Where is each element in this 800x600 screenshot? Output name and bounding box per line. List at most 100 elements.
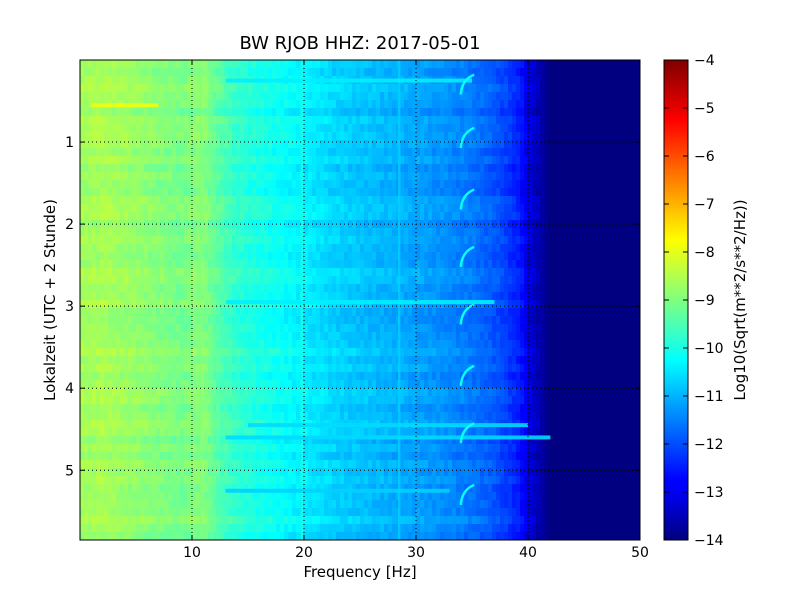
spectrogram-cell bbox=[156, 220, 161, 229]
spectrogram-cell bbox=[200, 148, 205, 157]
spectrogram-cell bbox=[380, 324, 385, 333]
spectrogram-cell bbox=[296, 124, 301, 133]
spectrogram-cell bbox=[524, 284, 529, 293]
spectrogram-cell bbox=[228, 92, 233, 101]
spectrogram-cell bbox=[620, 100, 625, 109]
spectrogram-cell bbox=[184, 220, 189, 229]
spectrogram-cell bbox=[588, 332, 593, 341]
spectrogram-cell bbox=[144, 68, 149, 77]
spectrogram-cell bbox=[228, 84, 233, 93]
spectrogram-cell bbox=[384, 332, 389, 341]
spectrogram-cell bbox=[356, 116, 361, 125]
spectrogram-cell bbox=[400, 212, 405, 221]
spectrogram-cell bbox=[156, 300, 161, 309]
spectrogram-cell bbox=[428, 68, 433, 77]
spectrogram-cell bbox=[532, 212, 537, 221]
spectrogram-cell bbox=[212, 212, 217, 221]
spectrogram-cell bbox=[604, 156, 609, 165]
spectrogram-cell bbox=[472, 276, 477, 285]
spectrogram-cell bbox=[504, 124, 509, 133]
spectrogram-cell bbox=[508, 108, 513, 117]
spectrogram-cell bbox=[232, 124, 237, 133]
spectrogram-cell bbox=[444, 172, 449, 181]
spectrogram-cell bbox=[632, 84, 637, 93]
spectrogram-cell bbox=[472, 204, 477, 213]
spectrogram-cell bbox=[568, 324, 573, 333]
spectrogram-cell bbox=[516, 92, 521, 101]
spectrogram-cell bbox=[416, 268, 421, 277]
spectrogram-cell bbox=[196, 124, 201, 133]
spectrogram-cell bbox=[100, 148, 105, 157]
spectrogram-cell bbox=[580, 188, 585, 197]
spectrogram-cell bbox=[444, 236, 449, 245]
spectrogram-cell bbox=[244, 236, 249, 245]
spectrogram-cell bbox=[460, 284, 465, 293]
spectrogram-cell bbox=[404, 324, 409, 333]
spectrogram-cell bbox=[488, 244, 493, 253]
spectrogram-cell bbox=[180, 324, 185, 333]
spectrogram-cell bbox=[328, 268, 333, 277]
spectrogram-cell bbox=[96, 340, 101, 349]
spectrogram-cell bbox=[176, 340, 181, 349]
spectrogram-cell bbox=[144, 196, 149, 205]
spectrogram-cell bbox=[564, 332, 569, 341]
spectrogram-cell bbox=[480, 148, 485, 157]
spectrogram-cell bbox=[128, 228, 133, 237]
spectrogram-cell bbox=[552, 188, 557, 197]
spectrogram-cell bbox=[584, 60, 589, 69]
spectrogram-cell bbox=[464, 68, 469, 77]
spectrogram-cell bbox=[176, 68, 181, 77]
spectrogram-cell bbox=[184, 108, 189, 117]
spectrogram-cell bbox=[176, 276, 181, 285]
spectrogram-cell bbox=[600, 108, 605, 117]
spectrogram-cell bbox=[100, 252, 105, 261]
spectrogram-cell bbox=[400, 132, 405, 141]
spectrogram-cell bbox=[284, 124, 289, 133]
spectrogram-cell bbox=[556, 300, 561, 309]
spectrogram-cell bbox=[96, 308, 101, 317]
spectrogram-cell bbox=[288, 340, 293, 349]
spectrogram-cell bbox=[268, 220, 273, 229]
spectrogram-cell bbox=[348, 132, 353, 141]
spectrogram-cell bbox=[620, 188, 625, 197]
spectrogram-cell bbox=[488, 76, 493, 85]
spectrogram-cell bbox=[612, 180, 617, 189]
spectrogram-cell bbox=[608, 244, 613, 253]
spectrogram-cell bbox=[200, 292, 205, 301]
spectrogram-cell bbox=[592, 100, 597, 109]
spectrogram-cell bbox=[588, 220, 593, 229]
spectrogram-cell bbox=[244, 140, 249, 149]
spectrogram-cell bbox=[152, 244, 157, 253]
spectrogram-cell bbox=[356, 236, 361, 245]
spectrogram-cell bbox=[352, 188, 357, 197]
spectrogram-cell bbox=[476, 180, 481, 189]
spectrogram-cell bbox=[572, 196, 577, 205]
spectrogram-cell bbox=[208, 252, 213, 261]
spectrogram-cell bbox=[604, 100, 609, 109]
spectrogram-cell bbox=[132, 300, 137, 309]
spectrogram-cell bbox=[104, 116, 109, 125]
spectrogram-cell bbox=[420, 60, 425, 69]
spectrogram-cell bbox=[264, 332, 269, 341]
spectrogram-cell bbox=[276, 124, 281, 133]
spectrogram-cell bbox=[140, 60, 145, 69]
spectrogram-cell bbox=[476, 92, 481, 101]
spectrogram-cell bbox=[436, 220, 441, 229]
spectrogram-cell bbox=[444, 204, 449, 213]
spectrogram-cell bbox=[80, 116, 85, 125]
spectrogram-cell bbox=[220, 268, 225, 277]
spectrogram-cell bbox=[492, 100, 497, 109]
spectrogram-cell bbox=[308, 228, 313, 237]
spectrogram-cell bbox=[84, 156, 89, 165]
spectrogram-cell bbox=[592, 220, 597, 229]
spectrogram-cell bbox=[348, 60, 353, 69]
spectrogram-cell bbox=[448, 244, 453, 253]
spectrogram-cell bbox=[456, 84, 461, 93]
spectrogram-cell bbox=[148, 116, 153, 125]
spectrogram-cell bbox=[184, 84, 189, 93]
spectrogram-cell bbox=[120, 300, 125, 309]
spectrogram-cell bbox=[568, 116, 573, 125]
spectrogram-cell bbox=[384, 156, 389, 165]
spectrogram-cell bbox=[132, 140, 137, 149]
spectrogram-cell bbox=[244, 292, 249, 301]
